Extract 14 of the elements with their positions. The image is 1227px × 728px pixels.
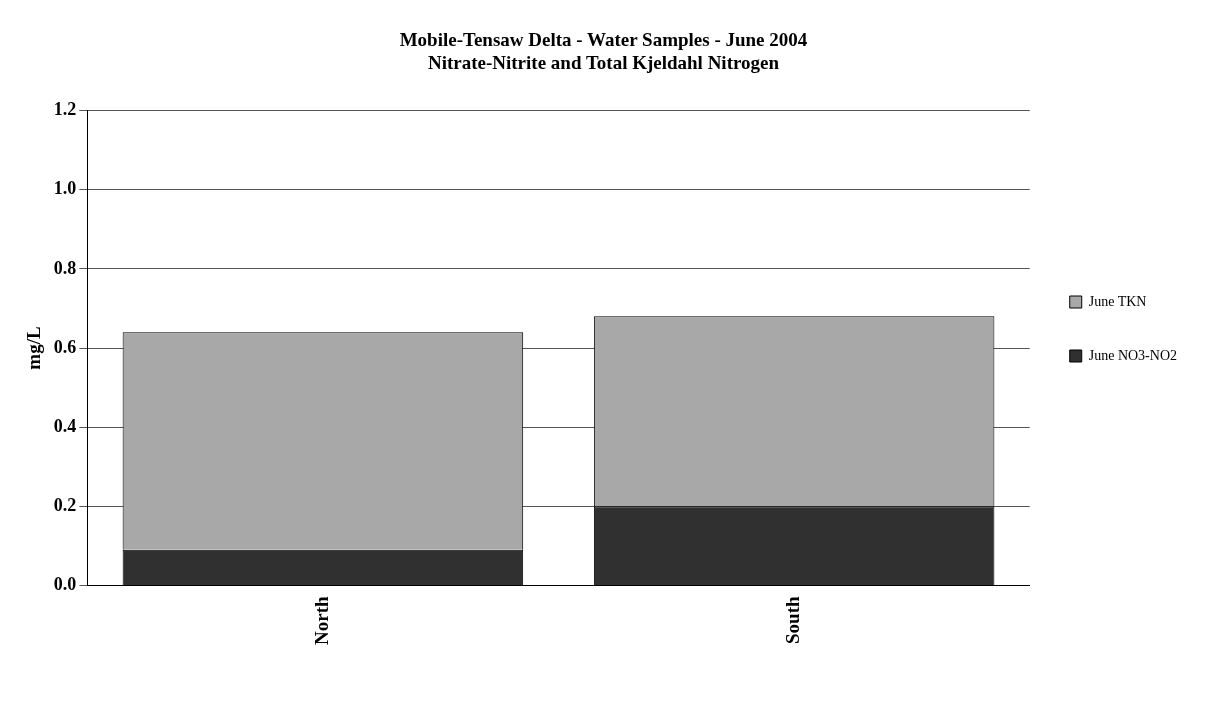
x-tick-label: North bbox=[310, 596, 332, 646]
chart-subtitle: Nitrate-Nitrite and Total Kjeldahl Nitrogen bbox=[427, 52, 780, 74]
y-tick-label: 1.0 bbox=[53, 178, 77, 199]
x-tick-label: South bbox=[782, 596, 804, 644]
y-tick-label: 0.0 bbox=[53, 574, 77, 595]
y-tick-label: 1.2 bbox=[53, 99, 77, 120]
y-tick-label: 0.8 bbox=[53, 257, 77, 278]
y-tick-label: 0.6 bbox=[53, 336, 77, 357]
legend-label: June TKN bbox=[1088, 293, 1147, 309]
legend-label: June NO3-NO2 bbox=[1088, 347, 1177, 363]
y-tick-label: 0.2 bbox=[53, 494, 77, 515]
y-tick-label: 0.4 bbox=[53, 415, 77, 436]
chart-title: Mobile-Tensaw Delta - Water Samples - June 2004 bbox=[399, 29, 808, 51]
y-axis-title: mg/L bbox=[23, 326, 45, 370]
